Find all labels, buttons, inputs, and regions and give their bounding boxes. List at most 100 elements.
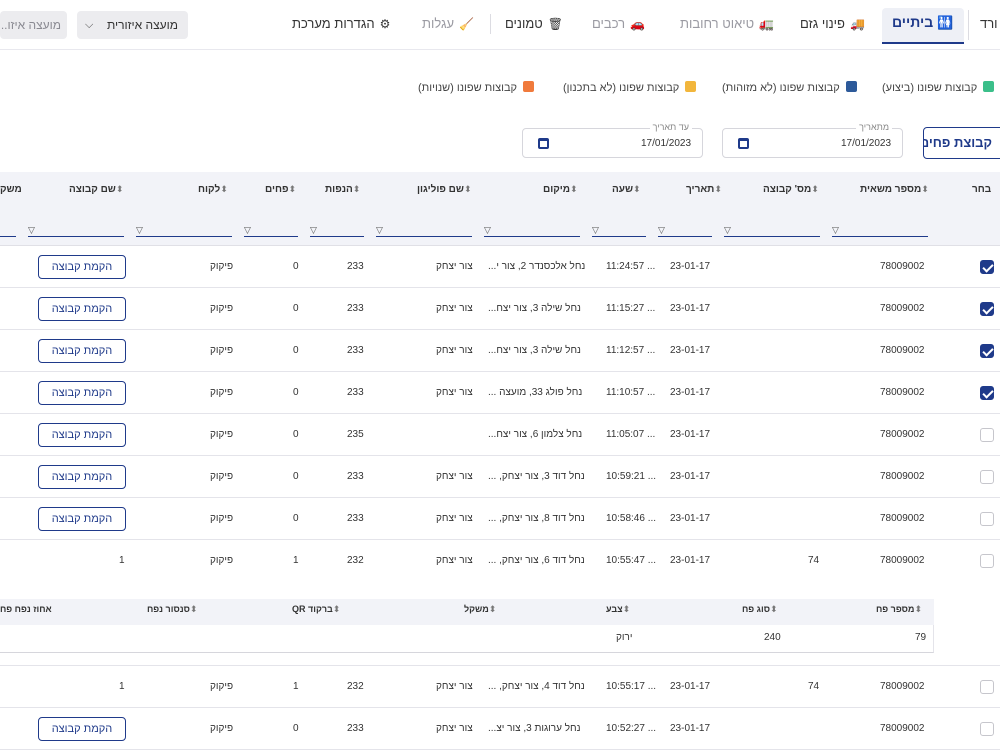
nav-item-edge[interactable]: ורד (980, 16, 998, 31)
tab-prune-removal[interactable]: 🚚 פינוי גזם (800, 12, 865, 36)
nested-header-sensor[interactable]: ⬍סנסור נפח (147, 604, 201, 615)
column-header-client[interactable]: ⬍לקוח (198, 184, 232, 195)
chevron-down-icon: ⌵ (85, 19, 94, 31)
column-header-time[interactable]: ⬍שעה (612, 184, 645, 195)
cell-truck: 78009002 (880, 261, 925, 272)
row-checkbox[interactable] (980, 470, 994, 484)
cell-lifts: 235 (347, 429, 364, 440)
council-select-secondary[interactable]: מועצה איזו... (0, 11, 67, 39)
row-checkbox[interactable] (980, 554, 994, 568)
filter-input-time[interactable] (592, 236, 646, 237)
legend-item-unplanned: קבוצות שפונו (לא בתכנון) (563, 81, 697, 94)
cell-location: נחל ערוגות 3, צור יצ... (488, 723, 581, 734)
cell-polygon: צור יצחק (436, 261, 473, 272)
column-header-bins[interactable]: ⬍פחים (265, 184, 300, 195)
council-select[interactable]: מועצה איזורית ⌵ (77, 11, 188, 39)
tab-homes[interactable]: 🚻ביתיים (892, 14, 953, 31)
tab-underground[interactable]: 🗑 טמונים (505, 12, 563, 36)
table-row[interactable] (0, 666, 1000, 708)
setup-group-button[interactable]: הקמת קבוצה (38, 381, 126, 405)
cell-location: נחל פולג 33, מועצה ... (488, 387, 583, 398)
from-date-field[interactable]: מתאריך 17/01/2023 (722, 122, 903, 158)
column-header-location[interactable]: ⬍מיקום (543, 184, 582, 195)
filter-input-truck[interactable] (832, 236, 928, 237)
nested-header-percent[interactable]: אחוז נפח פח (0, 604, 52, 614)
setup-group-button[interactable]: הקמת קבוצה (38, 423, 126, 447)
table-row[interactable] (0, 330, 1000, 372)
column-header-label: תאריך (686, 184, 715, 195)
to-date-field[interactable]: עד תאריך 17/01/2023 (522, 122, 703, 158)
cell-bins: 0 (293, 303, 299, 314)
row-checkbox[interactable] (980, 680, 994, 694)
filter-input-date[interactable] (658, 236, 712, 237)
filter-input-group-no[interactable] (724, 236, 820, 237)
to-date-value: 17/01/2023 (641, 138, 692, 149)
table-row[interactable] (0, 498, 1000, 540)
filter-input-bins[interactable] (244, 236, 298, 237)
filter-input-polygon[interactable] (376, 236, 472, 237)
filter-input-client[interactable] (136, 236, 232, 237)
cell-bins: 0 (293, 471, 299, 482)
cell-date: 23-01-17 (670, 555, 711, 566)
cell-location: נחל צלמון 6, צור יצח... (488, 429, 583, 440)
filter-input-location[interactable] (484, 236, 580, 237)
setup-group-button[interactable]: הקמת קבוצה (38, 255, 126, 279)
cell-polygon: צור יצחק (436, 303, 473, 314)
row-checkbox[interactable] (980, 428, 994, 442)
cell-group-name: 1 (119, 555, 125, 566)
cell-truck: 78009002 (880, 681, 925, 692)
tab-label: טיאוט רחובות (680, 16, 755, 31)
nested-header-bin-no[interactable]: ⬍מספר פח (876, 604, 926, 615)
column-header-polygon[interactable]: ⬍שם פוליגון (417, 184, 475, 195)
row-checkbox[interactable] (980, 302, 994, 316)
legend-label: קבוצות שפונו (שנויות) (418, 82, 518, 94)
tab-carts[interactable]: 🧹 עגלות (422, 12, 474, 36)
nested-table-header (0, 599, 934, 625)
column-header-group-name[interactable]: ⬍שם קבוצה (69, 184, 127, 195)
table-header (0, 172, 1000, 208)
setup-group-button[interactable]: הקמת קבוצה (38, 297, 126, 321)
column-header-group-no[interactable]: ⬍מס' קבוצה (763, 184, 823, 195)
calendar-icon[interactable] (538, 138, 549, 149)
row-checkbox[interactable] (980, 386, 994, 400)
table-row[interactable] (0, 288, 1000, 330)
column-header-truck[interactable]: ⬍מספר משאית (860, 184, 933, 195)
tab-vehicles[interactable]: 🚗 רכבים (592, 12, 645, 36)
nested-header-qr[interactable]: ⬍ברקוד QR (292, 604, 344, 615)
column-header-label: שם פוליגון (417, 184, 464, 195)
table-row[interactable] (0, 414, 1000, 456)
row-checkbox[interactable] (980, 722, 994, 736)
column-header-label: שם קבוצה (69, 184, 116, 195)
column-header-date[interactable]: ⬍תאריך (686, 184, 726, 195)
row-checkbox[interactable] (980, 512, 994, 526)
filter-input-lifts[interactable] (310, 236, 364, 237)
setup-group-button[interactable]: הקמת קבוצה (38, 465, 126, 489)
nested-table-row (0, 625, 934, 653)
nested-header-color[interactable]: ⬍צבע (606, 604, 634, 615)
nested-header-label: סוג פח (742, 604, 770, 614)
council-select-secondary-value: מועצה איזו... (0, 18, 61, 32)
column-header-lifts[interactable]: ⬍הנפות (325, 184, 364, 195)
nested-header-bin-type[interactable]: ⬍סוג פח (742, 604, 782, 615)
filter-input-edge[interactable] (0, 236, 16, 237)
tab-street-sweeping[interactable]: 🚛 טיאוט רחובות (680, 12, 774, 36)
truck-icon: 🚚 (850, 17, 865, 31)
cell-time: 10:55:47 ... (606, 555, 657, 566)
table-row[interactable] (0, 456, 1000, 498)
tab-system-settings[interactable]: ⚙ הגדרות מערכת (292, 12, 390, 36)
sort-icon: ⬍ (633, 184, 641, 194)
nested-header-label: אחוז נפח פח (0, 604, 52, 614)
setup-group-button[interactable]: הקמת קבוצה (38, 717, 126, 741)
table-row[interactable] (0, 246, 1000, 288)
row-checkbox[interactable] (980, 260, 994, 274)
setup-group-button[interactable]: הקמת קבוצה (38, 339, 126, 363)
calendar-icon[interactable] (738, 138, 749, 149)
legend-swatch (523, 81, 535, 92)
bin-group-button[interactable]: קבוצת פחים (923, 127, 1000, 159)
nested-header-weight[interactable]: ⬍משקל (464, 604, 500, 615)
table-row[interactable] (0, 372, 1000, 414)
setup-group-button[interactable]: הקמת קבוצה (38, 507, 126, 531)
cell-client: פיקוק (210, 555, 234, 566)
filter-input-group-name[interactable] (28, 236, 124, 237)
row-checkbox[interactable] (980, 344, 994, 358)
